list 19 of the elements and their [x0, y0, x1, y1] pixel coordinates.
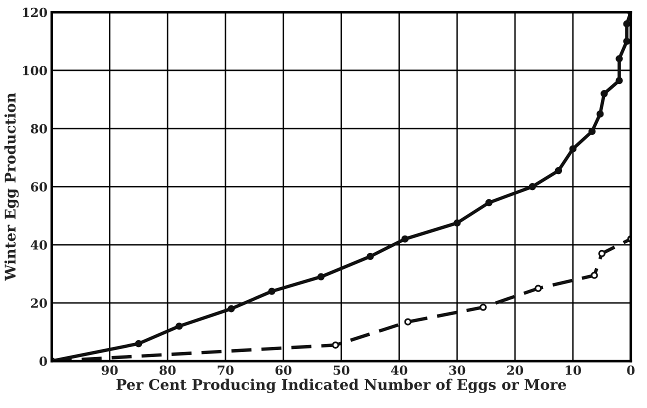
- y-tick-label: 0: [39, 356, 48, 366]
- x-axis-title: Per Cent Producing Indicated Number of Eggs or More: [116, 378, 566, 394]
- x-tick-label: 90: [102, 365, 118, 375]
- y-tick-label: 40: [30, 240, 48, 250]
- x-tick-label: 80: [160, 365, 176, 375]
- x-tick-label: 50: [334, 365, 350, 375]
- x-tick-label: 30: [449, 365, 466, 375]
- x-tick-label: 40: [391, 365, 408, 375]
- y-tick-label: 80: [30, 124, 48, 134]
- y-tick-label: 20: [31, 298, 48, 308]
- y-axis-title: Winter Egg Production: [4, 92, 19, 281]
- x-tick-label: 60: [275, 365, 292, 375]
- y-tick-label: 100: [23, 66, 48, 76]
- x-tick-label: 20: [507, 365, 524, 375]
- y-tick-label: 120: [23, 8, 48, 18]
- x-tick-label: 70: [218, 365, 234, 375]
- x-tick-label: 10: [566, 365, 582, 375]
- y-tick-label: 60: [30, 182, 48, 192]
- x-tick-label: 0: [627, 365, 635, 375]
